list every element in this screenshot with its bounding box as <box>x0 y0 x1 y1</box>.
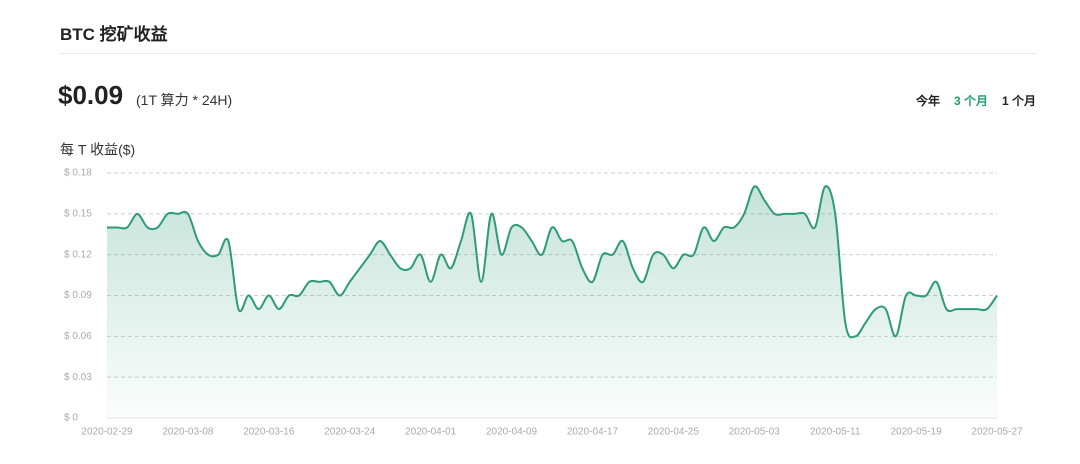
x-tick-label: 2020-05-11 <box>810 427 861 438</box>
x-tick-label: 2020-02-29 <box>81 427 133 438</box>
x-tick-label: 2020-04-25 <box>648 427 700 438</box>
x-tick-label: 2020-04-01 <box>405 427 457 438</box>
x-tick-label: 2020-03-08 <box>162 427 214 438</box>
y-tick-label: $ 0.12 <box>64 249 92 260</box>
x-tick-label: 2020-03-24 <box>324 427 376 438</box>
y-tick-label: $ 0.18 <box>64 168 92 179</box>
x-tick-label: 2020-05-19 <box>891 427 943 438</box>
range-tab[interactable]: 3 个月 <box>953 94 988 108</box>
y-axis-label: 每 T 收益($) <box>60 142 135 158</box>
title: BTC 挖矿收益 <box>60 25 168 44</box>
range-tab[interactable]: 1 个月 <box>1001 94 1036 108</box>
x-tick-label: 2020-05-27 <box>971 427 1023 438</box>
x-tick-label: 2020-03-16 <box>243 427 295 438</box>
y-tick-label: $ 0 <box>64 413 78 424</box>
area <box>107 186 997 418</box>
line <box>107 185 998 339</box>
y-tick-label: $ 0.15 <box>64 208 92 219</box>
y-tick-label: $ 0.09 <box>64 290 92 301</box>
y-tick-label: $ 0.03 <box>64 372 92 383</box>
y-tick-label: $ 0.06 <box>64 331 92 342</box>
price: $0.09 <box>58 80 124 110</box>
price-note: (1T 算力 * 24H) <box>136 92 233 108</box>
x-tick-label: 2020-05-03 <box>729 427 781 438</box>
divider <box>60 53 1036 54</box>
x-tick-label: 2020-04-17 <box>567 427 619 438</box>
x-tick-label: 2020-04-09 <box>486 427 538 438</box>
tabs: 今年 3 个月 1 个月 <box>916 92 1036 109</box>
range-tab[interactable]: 今年 <box>915 94 940 108</box>
